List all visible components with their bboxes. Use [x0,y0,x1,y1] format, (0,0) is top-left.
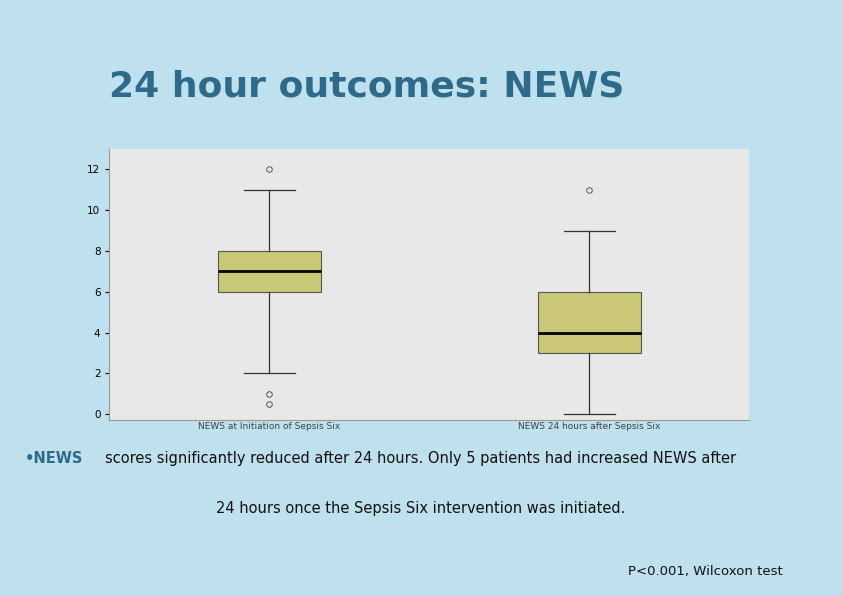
Text: scores significantly reduced after 24 hours. Only 5 patients had increased NEWS : scores significantly reduced after 24 ho… [105,451,737,466]
Bar [538,291,641,353]
Bar [218,251,321,291]
Text: 24 hour outcomes: NEWS: 24 hour outcomes: NEWS [109,69,625,104]
Text: •NEWS: •NEWS [25,451,83,466]
Text: 24 hours once the Sepsis Six intervention was initiated.: 24 hours once the Sepsis Six interventio… [216,501,626,516]
Text: P<0.001, Wilcoxon test: P<0.001, Wilcoxon test [628,565,783,578]
